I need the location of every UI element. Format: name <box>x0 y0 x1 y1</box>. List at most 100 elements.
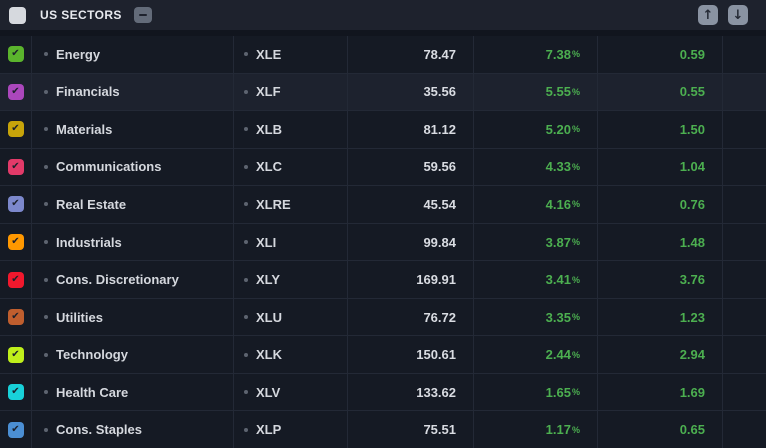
last-price: 59.56 <box>423 159 456 175</box>
bullet-icon <box>44 127 48 132</box>
table-row[interactable]: ✔ Cons. Staples XLP 75.51 1.17% 0.65 <box>0 411 766 448</box>
last-price-cell: 81.12 <box>347 111 473 148</box>
change-percent: 1.65 <box>545 384 571 400</box>
row-checkbox[interactable]: ✔ <box>7 158 24 175</box>
last-price: 76.72 <box>423 309 456 325</box>
sector-name-cell: Industrials <box>31 223 233 261</box>
last-price-cell: 150.61 <box>347 336 473 373</box>
row-checkbox[interactable]: ✔ <box>7 271 24 288</box>
collapse-section-button[interactable] <box>133 7 152 23</box>
change-percent: 3.87 <box>545 234 571 250</box>
change-percent-cell: 3.35% <box>473 298 597 336</box>
row-checkbox[interactable]: ✔ <box>7 196 24 213</box>
ticker-symbol: XLE <box>256 46 282 62</box>
last-price-cell: 76.72 <box>347 298 473 336</box>
table-row[interactable]: ✔ Cons. Discretionary XLY 169.91 3.41% 3… <box>0 261 766 299</box>
sector-name: Communications <box>56 159 162 175</box>
row-checkbox[interactable]: ✔ <box>7 234 24 250</box>
change-value: 3.76 <box>679 272 705 288</box>
up-arrow-icon: ↑ <box>702 7 714 23</box>
move-up-button[interactable]: ↑ <box>698 5 718 25</box>
ticker-symbol: XLY <box>256 272 281 288</box>
percent-sign: % <box>571 86 580 97</box>
percent-sign: % <box>571 312 580 323</box>
row-checkbox-cell: ✔ <box>0 336 31 373</box>
bullet-icon <box>244 52 248 57</box>
row-checkbox-cell: ✔ <box>0 374 31 411</box>
sector-table-body: ✔ Energy XLE 78.47 7.38% 0.59 ✔ <box>0 36 766 448</box>
last-price: 81.12 <box>423 121 456 137</box>
row-checkbox[interactable]: ✔ <box>7 46 24 63</box>
bullet-icon <box>244 240 248 244</box>
change-value-cell: 0.55 <box>597 73 722 111</box>
bullet-icon <box>244 352 248 357</box>
change-percent-cell: 4.16% <box>473 186 597 223</box>
change-percent-cell: 3.87% <box>473 223 597 261</box>
select-all-checkbox[interactable] <box>9 6 26 24</box>
table-row[interactable]: ✔ Technology XLK 150.61 2.44% 2.94 <box>0 336 766 374</box>
change-percent: 3.35 <box>545 309 571 325</box>
check-icon: ✔ <box>11 123 20 135</box>
sector-name-cell: Technology <box>31 336 233 373</box>
ticker-symbol: XLP <box>256 422 282 438</box>
last-price-cell: 45.54 <box>347 186 473 223</box>
bullet-icon <box>44 390 48 395</box>
row-checkbox[interactable]: ✔ <box>7 121 24 138</box>
table-row[interactable]: ✔ Health Care XLV 133.62 1.65% 1.69 <box>0 373 766 412</box>
change-value-cell: 0.65 <box>597 411 722 448</box>
change-value: 0.76 <box>679 196 705 212</box>
row-checkbox-cell: ✔ <box>0 74 31 111</box>
sector-name-cell: Financials <box>31 73 233 111</box>
percent-sign: % <box>571 199 580 210</box>
percent-sign: % <box>571 274 580 285</box>
row-checkbox-cell: ✔ <box>0 111 31 148</box>
table-row[interactable]: ✔ Industrials XLI 99.84 3.87% 1.48 <box>0 223 766 262</box>
check-icon: ✔ <box>11 311 20 323</box>
table-row[interactable]: ✔ Utilities XLU 76.72 3.35% 1.23 <box>0 298 766 337</box>
change-percent-cell: 1.65% <box>473 373 597 411</box>
last-price: 169.91 <box>416 272 456 288</box>
check-icon: ✔ <box>11 198 20 210</box>
sector-name: Utilities <box>56 309 103 325</box>
row-checkbox[interactable]: ✔ <box>7 83 24 100</box>
bullet-icon <box>44 427 48 432</box>
check-icon: ✔ <box>11 160 20 172</box>
table-row[interactable]: ✔ Materials XLB 81.12 5.20% 1.50 <box>0 111 766 149</box>
row-checkbox[interactable]: ✔ <box>7 309 24 326</box>
change-value-cell: 1.50 <box>597 111 722 148</box>
header-divider-gap <box>0 30 766 36</box>
watchlist-title: US SECTORS <box>40 8 122 22</box>
table-row[interactable]: ✔ Financials XLF 35.56 5.55% 0.55 <box>0 73 766 112</box>
last-price: 133.62 <box>416 384 456 400</box>
table-row[interactable]: ✔ Energy XLE 78.47 7.38% 0.59 <box>0 36 766 74</box>
change-value: 2.94 <box>679 347 705 363</box>
check-icon: ✔ <box>11 236 20 247</box>
sector-name: Cons. Discretionary <box>56 272 179 288</box>
change-value-cell: 2.94 <box>597 336 722 373</box>
ticker-symbol: XLU <box>256 309 282 325</box>
empty-trailing-cell <box>722 298 766 336</box>
check-icon: ✔ <box>11 273 20 285</box>
sector-name-cell: Cons. Discretionary <box>31 261 233 298</box>
row-checkbox[interactable]: ✔ <box>7 421 24 438</box>
last-price-cell: 75.51 <box>347 411 473 448</box>
move-down-button[interactable]: ↓ <box>728 5 748 25</box>
ticker-cell: XLI <box>233 223 347 261</box>
change-percent: 4.33 <box>545 159 571 175</box>
table-row[interactable]: ✔ Real Estate XLRE 45.54 4.16% 0.76 <box>0 186 766 224</box>
row-checkbox[interactable]: ✔ <box>7 346 24 363</box>
row-checkbox-cell: ✔ <box>0 36 31 73</box>
ticker-symbol: XLB <box>256 121 282 137</box>
change-value: 0.65 <box>679 422 705 438</box>
last-price-cell: 35.56 <box>347 73 473 111</box>
check-icon: ✔ <box>11 48 20 60</box>
sector-name: Industrials <box>56 234 122 250</box>
sector-name: Cons. Staples <box>56 422 142 438</box>
ticker-symbol: XLF <box>256 84 281 100</box>
sector-name-cell: Cons. Staples <box>31 411 233 448</box>
change-percent: 5.20 <box>545 121 571 137</box>
row-checkbox[interactable]: ✔ <box>7 384 24 401</box>
row-checkbox-cell: ✔ <box>0 411 31 448</box>
row-checkbox-cell: ✔ <box>0 299 31 336</box>
table-row[interactable]: ✔ Communications XLC 59.56 4.33% 1.04 <box>0 148 766 187</box>
